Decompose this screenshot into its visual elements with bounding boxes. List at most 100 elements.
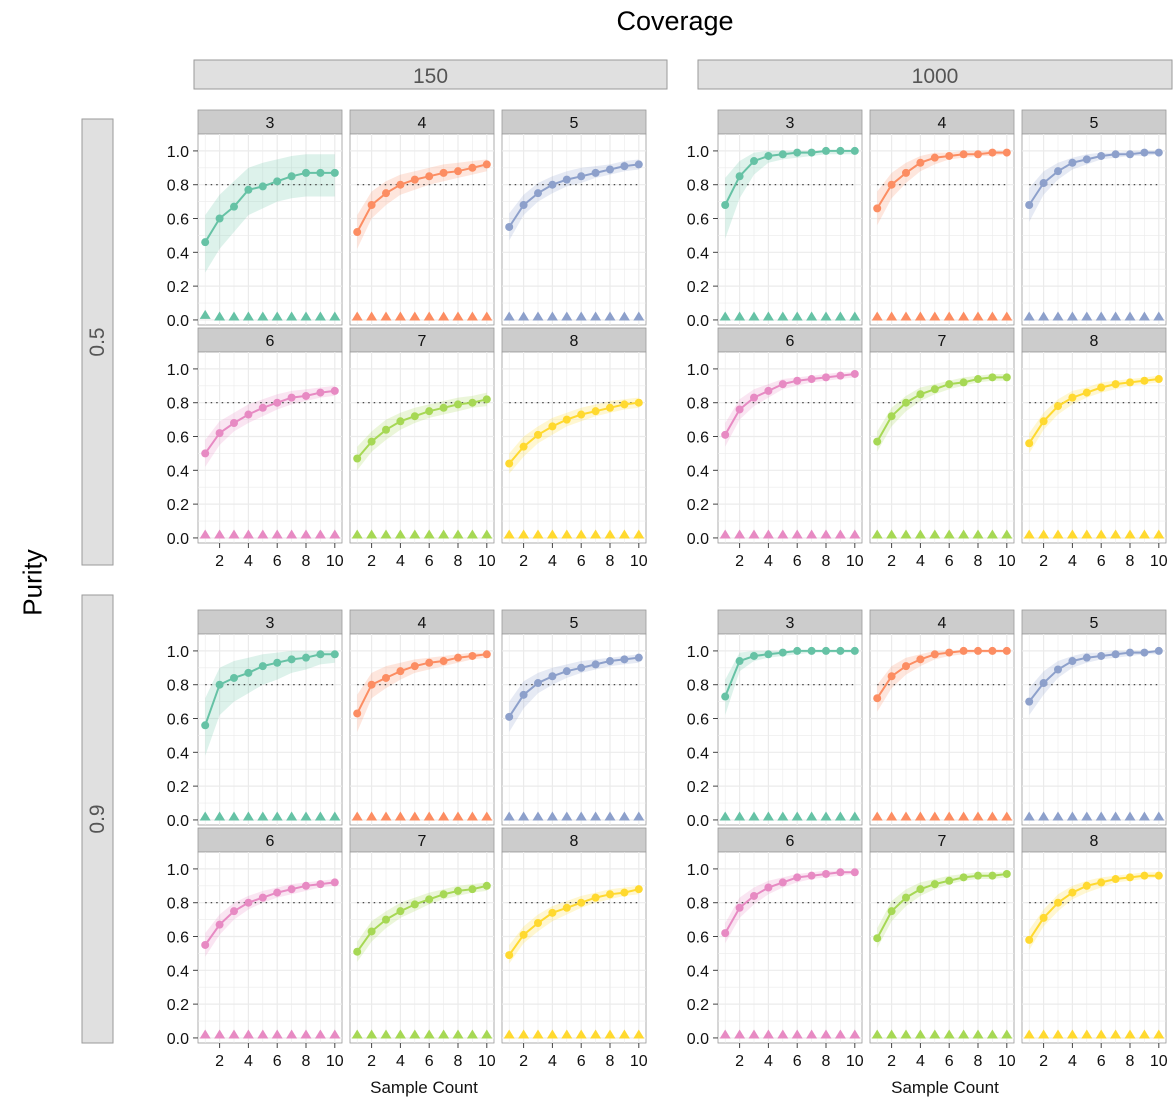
baseline-triangle-point: [351, 311, 363, 321]
series-point: [887, 180, 896, 189]
series-point: [302, 391, 310, 400]
purity-strip-0.9: [81, 594, 114, 1044]
baseline-triangle-point: [1124, 811, 1136, 821]
series-point: [330, 650, 339, 659]
baseline-triangle-point: [1052, 529, 1064, 539]
series-point: [577, 410, 586, 419]
x-tick-label: 10: [998, 1053, 1016, 1070]
series-point: [534, 189, 542, 198]
series-point: [822, 146, 830, 155]
series-point: [367, 437, 376, 446]
baseline-triangle-point: [806, 811, 818, 821]
x-tick-label: 2: [215, 553, 224, 570]
x-tick-label: 10: [998, 553, 1016, 570]
series-point: [945, 151, 954, 160]
baseline-triangle-point: [409, 1029, 421, 1039]
baseline-triangle-point: [466, 811, 478, 821]
series-point: [382, 915, 390, 924]
panel-150-0.5-7: 7 2 4 6 8 10: [349, 327, 496, 570]
coverage-strip-150: [193, 59, 668, 90]
baseline-triangle-point: [1023, 529, 1035, 539]
series-line: [724, 149, 855, 206]
baseline-triangle-point: [561, 311, 573, 321]
y-tick-label: 0.4: [687, 745, 709, 762]
series-line: [356, 163, 488, 233]
baseline-triangle-point: [546, 1029, 558, 1039]
confidence-ribbon: [1029, 872, 1159, 950]
series-point: [1154, 375, 1163, 384]
panel-plot-area: [349, 633, 495, 826]
series-point: [750, 651, 758, 660]
series-point: [974, 871, 982, 880]
baseline-triangle-point: [791, 811, 803, 821]
series-point: [721, 692, 730, 701]
baseline-triangle-point: [1001, 311, 1013, 321]
panel-strip: [197, 827, 343, 853]
y-tick-label: 1.0: [167, 644, 189, 661]
x-tick-label: 6: [1097, 553, 1106, 570]
baseline-triangle-point: [762, 311, 774, 321]
series-point: [258, 893, 267, 902]
baseline-triangle-point: [1081, 811, 1093, 821]
series-point: [988, 148, 997, 157]
baseline-triangle-point: [271, 529, 283, 539]
series-point: [201, 721, 210, 730]
series-point: [505, 459, 514, 468]
baseline-triangle-point: [791, 1029, 803, 1039]
panel-strip-label: 4: [938, 115, 947, 132]
baseline-triangle-point: [986, 811, 998, 821]
baseline-triangle-point: [748, 311, 760, 321]
baseline-triangle-point: [481, 529, 493, 539]
baseline-triangle-point: [286, 811, 298, 821]
series-point: [822, 869, 830, 878]
baseline-triangle-point: [300, 529, 312, 539]
panel-plot-area: [869, 351, 1015, 544]
baseline-triangle-point: [618, 811, 630, 821]
series-point: [1082, 155, 1091, 164]
series-line: [508, 401, 639, 465]
baseline-triangle-point: [394, 1029, 406, 1039]
baseline-triangle-point: [1038, 311, 1050, 321]
series-point: [778, 878, 787, 887]
series-line: [1028, 874, 1159, 941]
series-point: [591, 893, 600, 902]
baseline-triangle-point: [366, 529, 378, 539]
series-point: [1097, 383, 1106, 392]
x-tick-label: 2: [887, 1053, 896, 1070]
baseline-triangle-point: [986, 311, 998, 321]
series-point: [367, 927, 376, 936]
x-tick-label: 2: [367, 1053, 376, 1070]
panel-strip-label: 4: [418, 115, 427, 132]
series-point: [778, 380, 787, 389]
series-point: [425, 407, 434, 416]
x-tick-label: 4: [548, 1053, 557, 1070]
x-tick-label: 4: [764, 553, 773, 570]
baseline-triangle-point: [1038, 811, 1050, 821]
baseline-triangle-point: [849, 529, 861, 539]
x-tick-label: 6: [425, 1053, 434, 1070]
x-tick-label: 4: [916, 1053, 925, 1070]
panel-strip: [1021, 609, 1167, 635]
series-point: [620, 400, 629, 409]
series-point: [468, 163, 477, 172]
series-point: [353, 709, 362, 718]
baseline-triangle-point: [820, 1029, 832, 1039]
baseline-triangle-point: [286, 311, 298, 321]
baseline-triangle-point: [329, 311, 341, 321]
panel-strip-label: 5: [570, 615, 579, 632]
y-tick-label: 1.0: [687, 144, 709, 161]
x-tick-label: 2: [887, 553, 896, 570]
baseline-triangle-point: [762, 811, 774, 821]
x-tick-label: 8: [822, 553, 831, 570]
y-tick-label: 0.2: [687, 497, 709, 514]
series-point: [1002, 646, 1011, 655]
series-line: [1028, 649, 1159, 703]
panel-strip: [717, 327, 863, 353]
panel-plot-area: [1021, 133, 1167, 326]
baseline-triangle-point: [943, 311, 955, 321]
x-tick-label: 2: [1039, 1053, 1048, 1070]
baseline-triangle-point: [1124, 529, 1136, 539]
baseline-triangle-point: [849, 311, 861, 321]
y-tick-label: 1.0: [687, 862, 709, 879]
panel-1000-0.5-3: 3 0.0 0.2 0.4 0.6 0.8 1.0: [687, 109, 863, 330]
